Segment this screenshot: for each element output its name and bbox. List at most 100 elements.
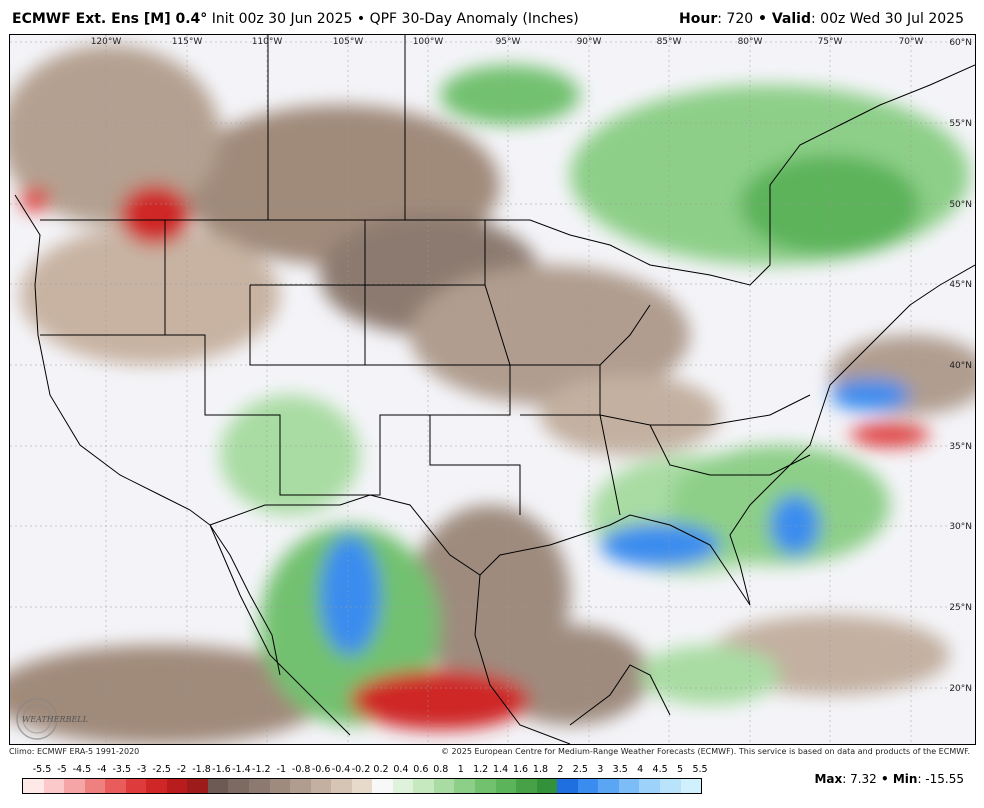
legend-swatch bbox=[372, 779, 393, 793]
legend-swatch bbox=[618, 779, 640, 793]
product-name: QPF 30-Day Anomaly (Inches) bbox=[369, 11, 579, 27]
hour-value: : 720 bbox=[717, 11, 754, 27]
legend-swatch bbox=[331, 779, 352, 793]
legend-label: 3.5 bbox=[612, 764, 628, 775]
legend-label: 1.6 bbox=[512, 764, 529, 775]
anomaly-fields bbox=[10, 45, 975, 744]
legend-label: -3.5 bbox=[112, 764, 132, 775]
lon-label: 100°W bbox=[413, 37, 444, 47]
legend-label: 1.8 bbox=[532, 764, 549, 775]
legend-swatch bbox=[64, 779, 85, 793]
legend-swatch bbox=[659, 779, 681, 793]
legend-label: 0.2 bbox=[373, 764, 389, 775]
legend-label: -5.5 bbox=[32, 764, 52, 775]
legend-label: 1.2 bbox=[473, 764, 489, 775]
legend-swatch bbox=[310, 779, 332, 793]
legend-label: 1 bbox=[457, 764, 464, 775]
legend-swatch bbox=[269, 779, 291, 793]
legend-swatch bbox=[43, 779, 65, 793]
legend-label: -2.5 bbox=[152, 764, 171, 775]
legend-label: 2.5 bbox=[572, 764, 588, 775]
legend-label: 5.5 bbox=[692, 764, 708, 775]
legend-swatch bbox=[249, 779, 270, 793]
model-name: ECMWF Ext. Ens [M] 0.4° bbox=[12, 11, 208, 27]
legend-swatch bbox=[125, 779, 147, 793]
legend-swatch bbox=[413, 779, 434, 793]
valid-value: : 00z Wed 30 Jul 2025 bbox=[811, 11, 964, 27]
legend-label: 3 bbox=[597, 764, 604, 775]
lon-label: 110°W bbox=[252, 37, 283, 47]
legend-swatch bbox=[23, 779, 44, 793]
legend-swatch bbox=[433, 779, 455, 793]
lat-label: 45°N bbox=[949, 280, 972, 290]
legend-swatch bbox=[557, 779, 578, 793]
legend-swatch bbox=[536, 779, 558, 793]
legend-swatch bbox=[475, 779, 496, 793]
legend-label: -0.6 bbox=[311, 764, 331, 775]
min-label: Min bbox=[892, 772, 918, 786]
max-min-readout: Max: 7.32 • Min: -15.55 bbox=[814, 772, 964, 786]
legend-label: -0.4 bbox=[331, 764, 351, 775]
legend-swatch bbox=[392, 779, 414, 793]
legend-swatch bbox=[207, 779, 229, 793]
legend-label: 2 bbox=[557, 764, 564, 775]
legend-swatch bbox=[228, 779, 250, 793]
valid-time-header: Hour: 720 • Valid: 00z Wed 30 Jul 2025 bbox=[679, 11, 964, 27]
legend-swatch bbox=[639, 779, 660, 793]
legend-label: 4.5 bbox=[652, 764, 668, 775]
lat-label: 25°N bbox=[949, 603, 972, 613]
legend-swatch bbox=[105, 779, 126, 793]
copyright-note: © 2025 European Centre for Medium-Range … bbox=[441, 747, 970, 756]
lon-label: 105°W bbox=[333, 37, 364, 47]
weatherbell-logo: WEATHERBELL bbox=[16, 698, 88, 740]
min-value: : -15.55 bbox=[917, 772, 964, 786]
map-title: ECMWF Ext. Ens [M] 0.4° Init 00z 30 Jun … bbox=[12, 11, 579, 27]
lat-label: 60°N bbox=[949, 38, 972, 48]
political-boundaries bbox=[14, 35, 975, 744]
legend-label: 4 bbox=[637, 764, 644, 775]
lon-label: 80°W bbox=[738, 37, 763, 47]
svg-text:WEATHERBELL: WEATHERBELL bbox=[22, 715, 88, 724]
max-label: Max bbox=[814, 772, 843, 786]
lon-label: 75°W bbox=[818, 37, 843, 47]
legend-label: -0.8 bbox=[291, 764, 311, 775]
lat-label: 30°N bbox=[949, 522, 972, 532]
legend-label: -4.5 bbox=[72, 764, 92, 775]
legend-swatch bbox=[166, 779, 188, 793]
anomaly-map: 120°W 115°W 110°W 105°W 100°W 95°W 90°W … bbox=[9, 34, 976, 745]
legend-label: -1.4 bbox=[232, 764, 251, 775]
legend-label: 0.4 bbox=[393, 764, 409, 775]
legend-label: -1.2 bbox=[252, 764, 271, 775]
legend-labels: -5.5 -5 -4.5 -4 -3.5 -3 -2.5 -2 -1.8 -1.6 -1.4 -1.2… bbox=[22, 762, 708, 776]
lon-label: 70°W bbox=[899, 37, 924, 47]
legend-label: -0.2 bbox=[351, 764, 371, 775]
legend-swatch bbox=[577, 779, 599, 793]
lat-label: 55°N bbox=[949, 119, 972, 129]
latitude-labels: 60°N 55°N 50°N 45°N 40°N 35°N 30°N 25°N … bbox=[949, 38, 972, 694]
legend-label: 0.6 bbox=[413, 764, 429, 775]
lat-label: 35°N bbox=[949, 442, 972, 452]
legend-label: -5 bbox=[57, 764, 67, 775]
legend-label: -1.6 bbox=[212, 764, 231, 775]
legend-label: 1.4 bbox=[493, 764, 509, 775]
legend-label: -4 bbox=[97, 764, 107, 775]
color-legend: -5.5 -5 -4.5 -4 -3.5 -3 -2.5 -2 -1.8 -1.6 -1.4 -1.2… bbox=[22, 762, 708, 802]
valid-label: Valid bbox=[771, 11, 811, 27]
max-value: : 7.32 bbox=[842, 772, 877, 786]
lat-label: 50°N bbox=[949, 200, 972, 210]
legend-bar bbox=[22, 778, 702, 794]
lon-label: 120°W bbox=[91, 37, 122, 47]
init-time: Init 00z 30 Jun 2025 bbox=[207, 11, 353, 27]
legend-label: -2 bbox=[176, 764, 187, 775]
legend-label: -1 bbox=[276, 764, 287, 775]
legend-swatch bbox=[454, 779, 476, 793]
map-canvas: 120°W 115°W 110°W 105°W 100°W 95°W 90°W … bbox=[10, 35, 975, 744]
lon-label: 115°W bbox=[172, 37, 203, 47]
legend-swatch bbox=[495, 779, 517, 793]
climo-note: Climo: ECMWF ERA-5 1991-2020 bbox=[9, 747, 140, 756]
legend-swatch bbox=[351, 779, 373, 793]
lon-label: 85°W bbox=[657, 37, 682, 47]
graticule bbox=[10, 35, 975, 744]
legend-label: 5 bbox=[677, 764, 684, 775]
legend-swatch bbox=[84, 779, 106, 793]
